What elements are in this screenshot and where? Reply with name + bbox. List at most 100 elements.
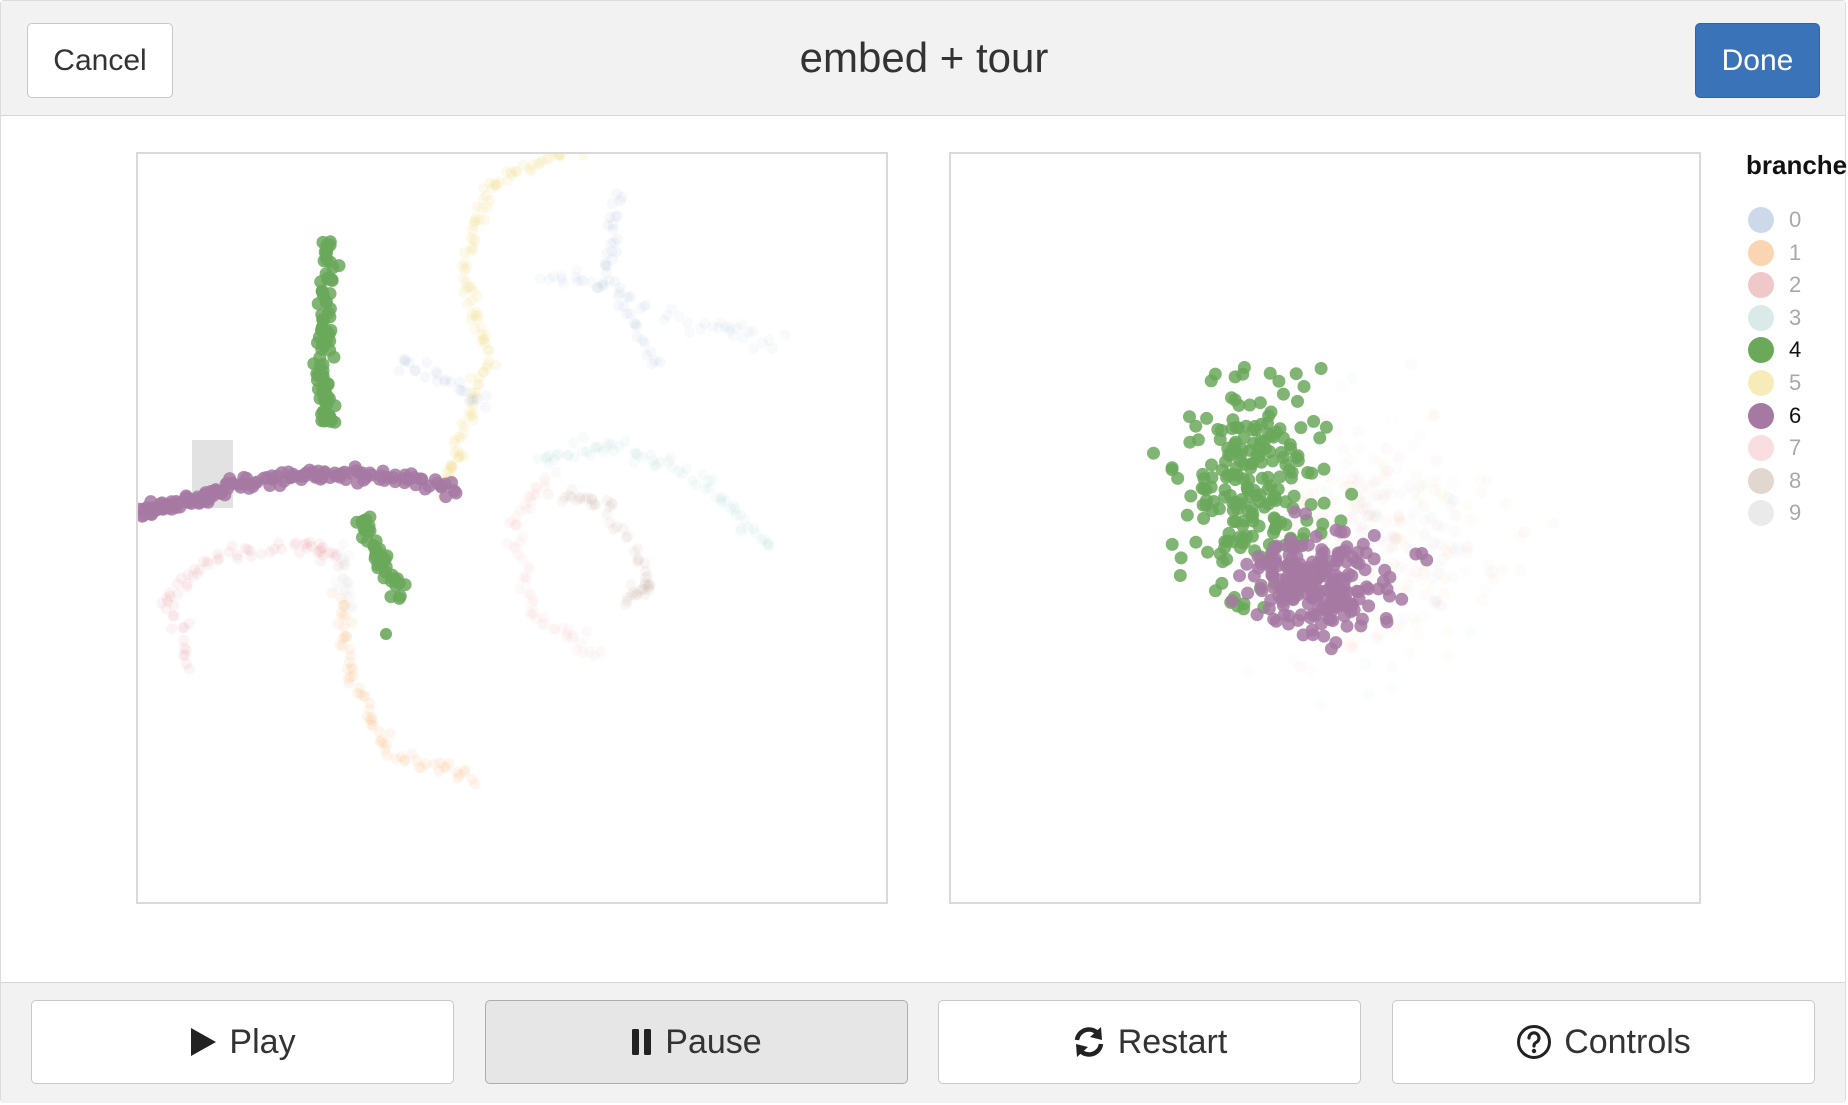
- pause-button[interactable]: Pause: [485, 1000, 908, 1084]
- point: [519, 571, 531, 583]
- embedding-plot[interactable]: [136, 152, 888, 904]
- point: [1264, 405, 1278, 419]
- point: [1252, 519, 1266, 533]
- point: [623, 292, 635, 303]
- point: [1197, 511, 1211, 525]
- point: [213, 552, 225, 564]
- point: [520, 504, 532, 516]
- point: [638, 584, 650, 596]
- controls-button[interactable]: Controls: [1392, 1000, 1815, 1084]
- point: [599, 257, 611, 269]
- embedding-scatter[interactable]: [138, 154, 886, 902]
- point: [1257, 500, 1271, 514]
- point: [548, 623, 559, 635]
- point: [337, 599, 349, 611]
- point: [452, 772, 464, 784]
- point: [1476, 593, 1489, 606]
- point: [1315, 548, 1329, 562]
- point: [742, 522, 754, 534]
- point: [549, 623, 561, 635]
- point: [189, 563, 201, 575]
- point: [534, 273, 546, 285]
- point: [1419, 478, 1432, 491]
- restart-button[interactable]: Restart: [938, 1000, 1361, 1084]
- point: [361, 711, 373, 722]
- point: [1461, 546, 1474, 559]
- point: [1263, 366, 1277, 380]
- done-button[interactable]: Done: [1695, 23, 1820, 98]
- point: [1313, 559, 1327, 573]
- point: [457, 428, 469, 440]
- point: [735, 509, 747, 521]
- point: [223, 546, 235, 558]
- legend-item-9: 9: [1748, 499, 1848, 527]
- point: [725, 503, 736, 515]
- point: [650, 460, 662, 472]
- point: [1426, 571, 1439, 584]
- point: [469, 323, 481, 335]
- point: [454, 377, 466, 388]
- point: [465, 314, 477, 325]
- point: [1394, 488, 1407, 500]
- cancel-button[interactable]: Cancel: [27, 23, 173, 98]
- point: [1301, 487, 1314, 500]
- point: [1335, 380, 1348, 393]
- point: [1409, 547, 1423, 561]
- point: [358, 690, 370, 702]
- point: [398, 476, 412, 490]
- point: [1313, 431, 1327, 445]
- point: [334, 639, 346, 651]
- point: [1414, 429, 1427, 442]
- point: [464, 394, 476, 406]
- point: [716, 491, 728, 503]
- legend-title: branches: [1746, 150, 1848, 180]
- point: [395, 751, 407, 763]
- point: [1353, 441, 1366, 454]
- play-button[interactable]: Play: [31, 1000, 454, 1084]
- point: [470, 387, 482, 399]
- point: [1475, 486, 1488, 499]
- point: [1215, 463, 1229, 477]
- point: [1257, 434, 1271, 448]
- point: [1337, 609, 1351, 623]
- point: [525, 496, 537, 508]
- point: [337, 553, 349, 565]
- point: [1359, 496, 1372, 509]
- legend-label: 5: [1789, 370, 1802, 395]
- point: [758, 533, 770, 545]
- point: [1297, 527, 1311, 540]
- point: [469, 778, 481, 790]
- point: [472, 379, 484, 391]
- point: [1356, 503, 1369, 516]
- point: [1228, 437, 1241, 451]
- point: [1317, 496, 1331, 510]
- point: [327, 547, 339, 559]
- point: [1380, 582, 1394, 596]
- point: [1279, 573, 1293, 587]
- point: [1381, 543, 1394, 556]
- tour-plot[interactable]: [949, 152, 1701, 904]
- point: [1225, 594, 1239, 608]
- point: [539, 475, 551, 487]
- point: [621, 291, 633, 303]
- point: [1397, 612, 1410, 625]
- point: [606, 499, 618, 511]
- point: [525, 491, 536, 503]
- point: [472, 290, 484, 302]
- point: [613, 300, 625, 312]
- point: [614, 287, 626, 298]
- point: [1342, 567, 1356, 581]
- point: [1346, 372, 1359, 384]
- point: [710, 491, 722, 503]
- point: [1427, 408, 1440, 421]
- point: [1321, 486, 1333, 498]
- point: [399, 354, 411, 366]
- point: [601, 441, 613, 453]
- point: [704, 482, 716, 494]
- point: [342, 663, 354, 675]
- point: [304, 536, 316, 548]
- point: [604, 211, 616, 223]
- point: [1384, 487, 1397, 500]
- point: [587, 494, 598, 506]
- point: [603, 437, 614, 449]
